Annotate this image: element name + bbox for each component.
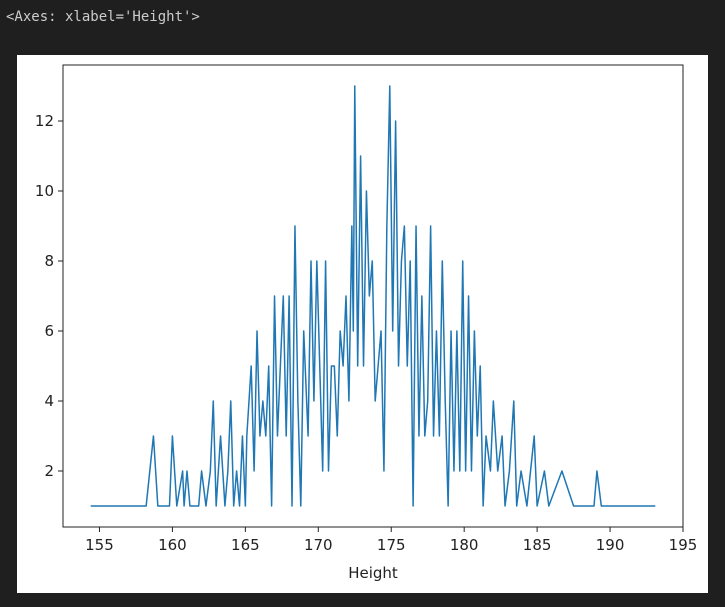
x-tick-label: 155: [85, 536, 114, 554]
x-tick-label: 180: [450, 536, 479, 554]
x-tick-label: 165: [231, 536, 260, 554]
y-tick-label: 2: [44, 462, 54, 480]
figure: Height 155 160 165 170 175 180 185 190 195 2 4 6 8 10…: [17, 55, 708, 593]
chart: Height 155 160 165 170 175 180 185 190 195 2 4 6 8 10…: [35, 64, 698, 582]
x-tick-label: 185: [523, 536, 552, 554]
x-tick-label: 170: [304, 536, 333, 554]
x-tick-label: 190: [596, 536, 625, 554]
line: [90, 85, 656, 507]
axes-frame: [62, 64, 684, 528]
x-tick-label: 160: [158, 536, 187, 554]
y-tick-label: 8: [44, 252, 54, 270]
output-text: <Axes: xlabel='Height'>: [6, 9, 200, 25]
x-tick-label: 175: [377, 536, 406, 554]
y-tick-label: 4: [44, 392, 54, 410]
y-tick-label: 6: [44, 322, 54, 340]
x-tick-label: 195: [669, 536, 698, 554]
y-tick-label: 12: [35, 112, 54, 130]
x-axis-label: Height: [348, 564, 398, 582]
y-tick-label: 10: [35, 182, 54, 200]
